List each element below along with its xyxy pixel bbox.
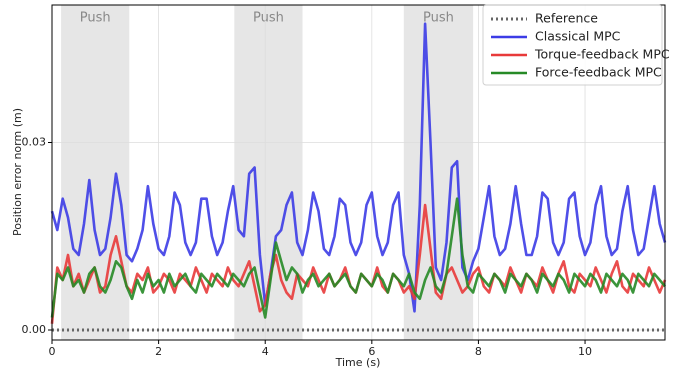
series-line: [50, 197, 666, 319]
legend-label: Reference: [535, 11, 598, 26]
span-label: Push: [80, 11, 111, 26]
y-tick-label: 0.03: [22, 136, 47, 149]
y-axis-label: Position error norm (m): [11, 108, 24, 236]
legend-label: Force-feedback MPC: [535, 65, 662, 80]
x-tick-label: 8: [475, 345, 482, 358]
x-tick-label: 0: [49, 345, 56, 358]
x-tick-label: 6: [368, 345, 375, 358]
x-axis-label: Time (s): [335, 356, 381, 369]
x-tick-label: 2: [155, 345, 162, 358]
push-span: [61, 5, 130, 340]
x-tick-label: 10: [578, 345, 592, 358]
plot-frame: [51, 4, 666, 341]
y-tick-label: 0.00: [22, 323, 47, 336]
legend-label: Torque-feedback MPC: [534, 47, 670, 62]
span-label: Push: [253, 11, 284, 26]
span-label: Push: [423, 11, 454, 26]
legend-label: Classical MPC: [535, 29, 621, 44]
series-line: [50, 22, 667, 313]
legend-box: [482, 4, 663, 86]
x-tick-label: 4: [262, 345, 269, 358]
